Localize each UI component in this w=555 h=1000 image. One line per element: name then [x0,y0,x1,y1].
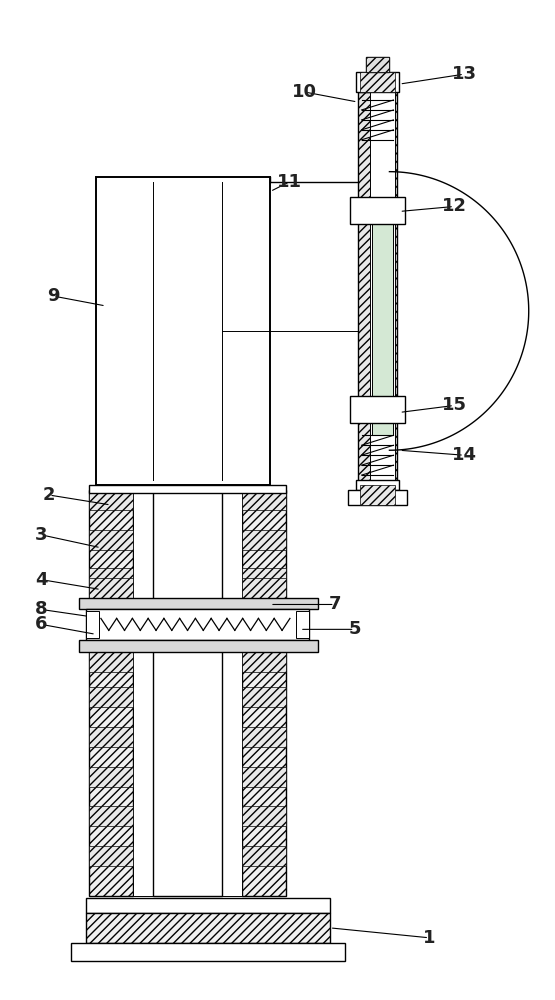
Text: 10: 10 [292,83,317,101]
Bar [242,490,286,896]
Bar [242,846,286,866]
Text: 8: 8 [35,600,48,618]
Bar [89,846,133,866]
Bar [242,687,286,707]
Bar [366,57,390,72]
Text: 6: 6 [35,615,47,633]
Bar [296,611,309,638]
Text: 11: 11 [278,173,302,191]
Bar [223,490,242,896]
Text: 5: 5 [349,620,361,638]
Bar [223,187,242,490]
Bar [133,490,153,896]
Bar [86,609,309,640]
Bar [242,652,286,672]
Bar [89,652,133,672]
Bar [360,485,395,505]
Text: 13: 13 [452,65,477,83]
Bar [370,92,395,490]
Bar [371,197,393,435]
Bar [89,490,133,510]
Bar [242,578,286,598]
Text: 9: 9 [47,287,59,305]
Bar [242,607,286,627]
Bar [89,687,133,707]
Bar [242,806,286,826]
Bar [79,640,318,652]
Bar [89,490,133,896]
Bar [89,485,286,493]
Bar [366,57,390,72]
Bar [360,72,395,92]
Text: 2: 2 [43,486,56,504]
Bar [71,943,345,961]
Bar [356,72,400,92]
Bar [242,767,286,787]
Bar [89,806,133,826]
Bar [242,647,286,667]
Bar [89,727,133,747]
Text: 3: 3 [35,526,47,544]
Text: 15: 15 [442,396,467,414]
Bar [242,568,286,588]
Text: 7: 7 [329,595,341,613]
Bar [96,177,270,485]
Bar [242,490,286,510]
Text: 14: 14 [452,446,477,464]
Bar [86,611,99,638]
Text: 4: 4 [35,571,47,589]
Bar [153,187,223,490]
Bar [133,187,153,490]
Bar [357,92,397,490]
Bar [89,578,133,598]
Bar [86,898,330,913]
Bar [242,727,286,747]
Text: 1: 1 [423,929,436,947]
Bar [89,647,133,667]
Bar [86,913,330,943]
Bar [350,396,405,423]
Bar [242,530,286,550]
Bar [79,598,318,609]
Bar [89,568,133,588]
Bar [153,490,223,896]
Bar [89,530,133,550]
Bar [89,767,133,787]
Bar [350,197,405,224]
Bar [347,490,407,505]
Bar [89,607,133,627]
Text: 12: 12 [442,197,467,215]
Bar [356,480,400,490]
